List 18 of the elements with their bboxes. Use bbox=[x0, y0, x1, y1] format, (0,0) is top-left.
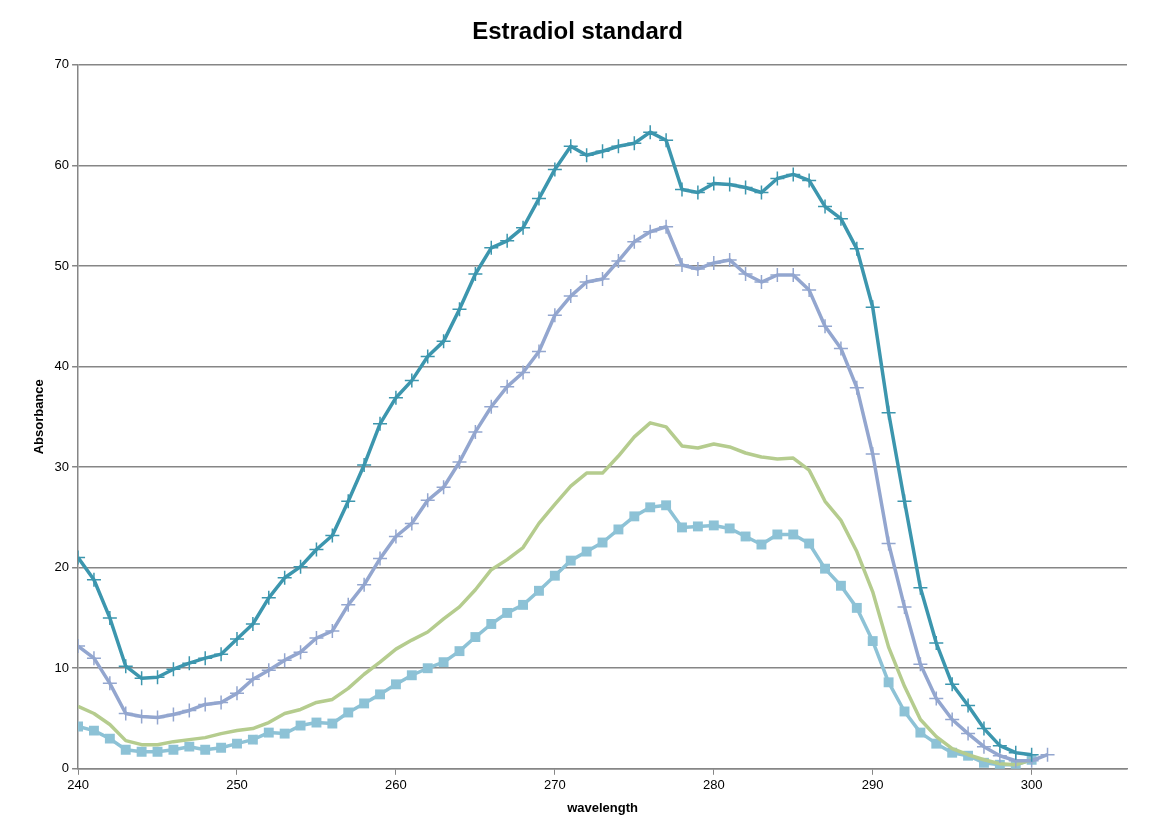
x-tick-label: 260 bbox=[385, 777, 407, 793]
y-tick-label: 60 bbox=[54, 156, 70, 172]
y-tick-label: 10 bbox=[54, 659, 70, 675]
y-tick-label: 50 bbox=[54, 257, 70, 273]
x-axis-title: wavelength bbox=[566, 799, 638, 815]
x-tick-label: 300 bbox=[1020, 777, 1043, 793]
y-axis-title: Absorbance bbox=[31, 379, 47, 455]
chart-title: Estradiol standard bbox=[472, 17, 683, 45]
y-tick-label: 20 bbox=[54, 559, 70, 575]
y-tick-label: 0 bbox=[61, 760, 70, 776]
x-tick-label: 250 bbox=[226, 777, 248, 793]
y-tick-label: 70 bbox=[54, 56, 70, 72]
x-tick-label: 290 bbox=[861, 777, 884, 793]
x-tick-label: 280 bbox=[702, 777, 725, 793]
y-tick-label: 30 bbox=[54, 458, 70, 474]
y-tick-label: 40 bbox=[54, 358, 70, 374]
x-tick-label: 270 bbox=[544, 777, 566, 793]
x-tick-label: 240 bbox=[67, 777, 89, 793]
